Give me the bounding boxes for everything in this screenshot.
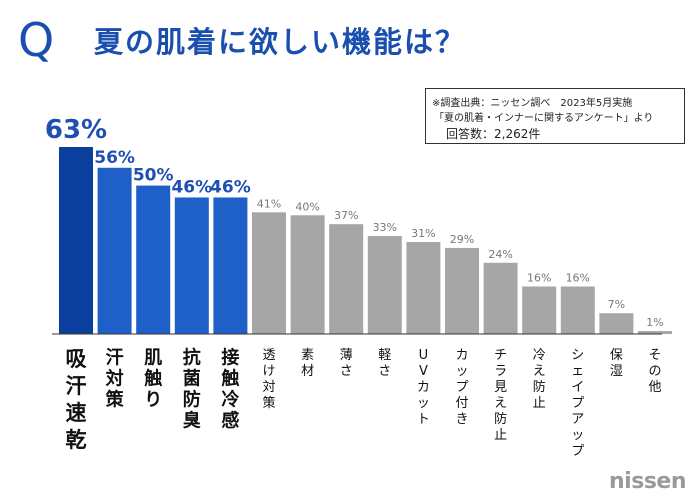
bar-3 [136,185,171,334]
bar-16 [638,331,672,334]
value-label-4: 46% [171,177,212,197]
category-label-4: 抗菌防臭 [183,346,201,431]
value-label-7: 40% [295,200,319,213]
category-label-14: シェイプアップ [571,348,584,459]
bar-12 [483,262,518,334]
bar-5 [213,197,248,334]
category-label-8: 薄さ [340,348,353,379]
value-label-8: 37% [334,209,358,222]
value-label-12: 24% [488,248,512,261]
bar-15 [599,313,634,334]
value-label-13: 16% [527,272,551,285]
category-label-11: カップ付き [455,348,468,427]
value-label-16: 1% [646,316,663,329]
value-label-2: 56% [94,148,135,168]
q-mark: Q [18,13,54,67]
value-label-9: 33% [373,221,397,234]
source-note-line-1: ※調査出典：ニッセン調べ 2023年5月実施 [432,98,633,109]
category-label-9: 軽さ [378,348,391,379]
source-note: ※調査出典：ニッセン調べ 2023年5月実施 「夏の肌着・インナーに関するアンケ… [425,88,685,144]
bar-1 [59,147,93,334]
bar-13 [522,286,557,334]
value-label-11: 29% [450,233,474,246]
category-label-6: 透け対策 [262,348,275,411]
category-label-12: チラ見え防止 [494,348,507,443]
value-label-3: 50% [133,166,174,186]
value-label-15: 7% [608,298,625,311]
bar-11 [445,247,479,334]
category-label-16: その他 [648,348,661,395]
bar-10 [406,241,441,334]
category-label-3: 肌触り [144,347,162,410]
category-label-15: 保湿 [610,348,623,379]
category-label-7: 素材 [301,348,314,379]
value-label-5: 46% [210,177,251,197]
bar-8 [329,224,364,334]
value-label-6: 41% [257,197,281,210]
source-note-line-2: 「夏の肌着・インナーに関するアンケート」より [434,113,654,124]
bar-2 [97,167,132,334]
source-note-line-3: 回答数：2,262件 [446,127,541,141]
value-label-10: 31% [411,227,435,240]
value-label-1: 63% [45,115,107,145]
category-label-5: 接触冷感 [221,346,239,431]
bars-group [59,147,672,334]
bar-4 [174,197,209,334]
bar-7 [290,215,325,334]
chart-title: 夏の肌着に欲しい機能は？ [94,25,466,59]
bar-6 [252,212,286,334]
value-labels-group: 63%56%50%46%46%41% 40%37%33% 31% 29%24%16% 1… [45,115,664,329]
category-label-10: U V カット [417,348,430,427]
brand-logo: nissen [609,469,686,494]
category-label-13: 冷え防止 [533,348,546,411]
bar-9 [367,236,402,334]
category-label-2: 汗対策 [105,346,125,410]
category-label-1: 吸汗速乾 [66,347,88,452]
value-label-14: 16% [566,272,590,285]
bar-14 [560,286,595,334]
